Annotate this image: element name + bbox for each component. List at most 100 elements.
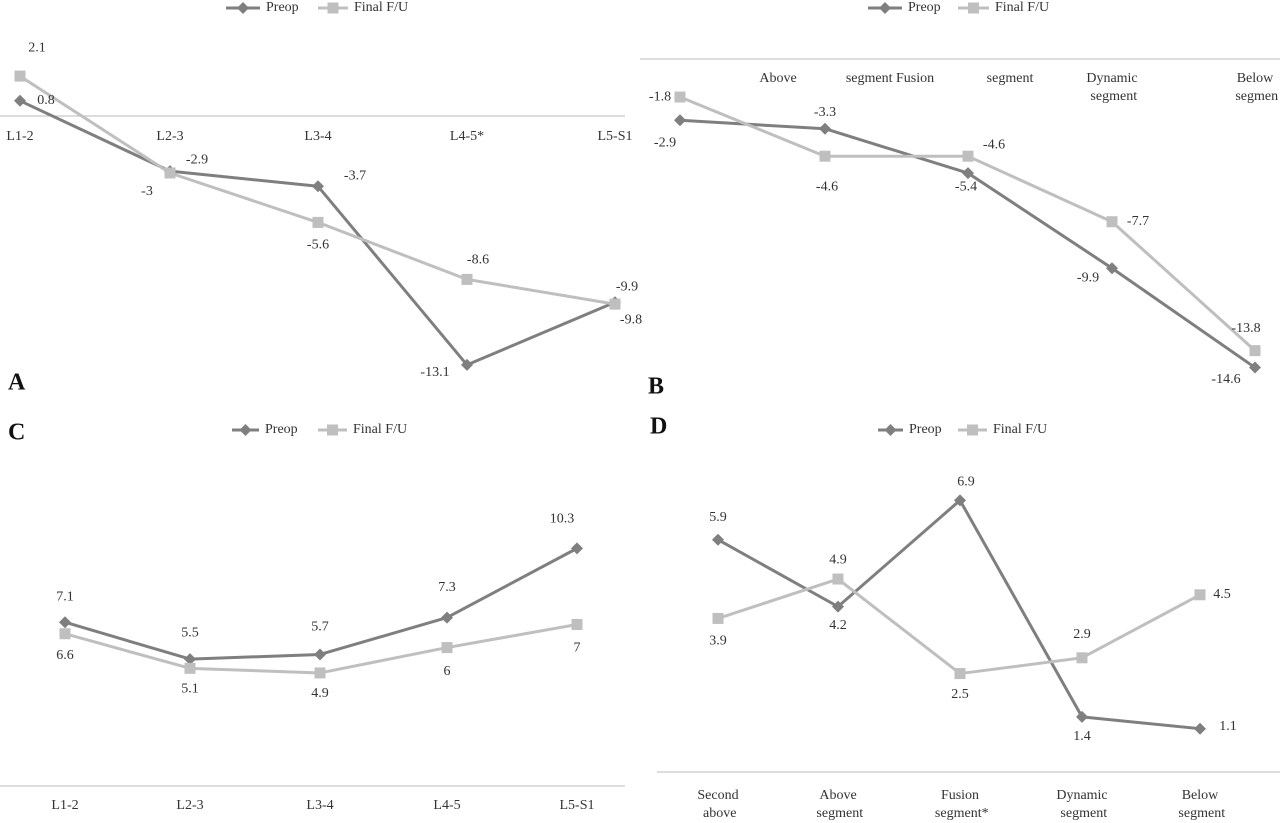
x-tick-label: Above segment <box>813 788 863 821</box>
marker-square <box>441 642 453 654</box>
data-label: -4.6 <box>816 179 838 194</box>
marker-diamond <box>712 533 724 546</box>
data-label: 1.1 <box>1219 719 1237 734</box>
marker-square <box>14 70 26 82</box>
marker-diamond <box>1194 722 1206 735</box>
data-label: -2.9 <box>186 152 208 167</box>
data-label: -8.6 <box>467 253 489 268</box>
data-label: -9.9 <box>616 279 638 294</box>
marker-square <box>312 216 324 228</box>
data-label: 2.5 <box>951 687 969 702</box>
marker-square <box>59 628 71 640</box>
x-tick-label: Below segmen <box>1232 71 1278 104</box>
marker-diamond <box>314 648 326 661</box>
data-label: -9.8 <box>620 312 642 327</box>
marker-diamond <box>1106 262 1118 275</box>
data-label: -5.6 <box>307 238 329 253</box>
series-line <box>717 577 1201 676</box>
marker-square <box>674 91 686 103</box>
marker-diamond <box>184 653 196 666</box>
x-tick-label: Dynamic segment <box>1056 788 1107 821</box>
x-tick-label: L5-S1 <box>598 129 633 144</box>
data-label: 0.8 <box>37 93 55 108</box>
legend-label: Final F/U <box>354 0 408 15</box>
data-label: 1.4 <box>1073 729 1091 744</box>
marker-square <box>327 2 339 14</box>
x-tick-label: L4-5 <box>433 798 460 813</box>
data-label: 5.9 <box>709 510 727 525</box>
data-label: 2.9 <box>1073 627 1091 642</box>
marker-square <box>164 167 176 179</box>
marker-square <box>967 424 978 436</box>
data-label: 4.2 <box>829 618 847 633</box>
marker-diamond <box>571 542 583 555</box>
data-label: 3.9 <box>709 634 727 649</box>
x-tick-label: L1-2 <box>51 798 78 813</box>
marker-square <box>1076 652 1088 664</box>
x-tick-label: L3-4 <box>304 129 331 144</box>
marker-diamond <box>962 167 974 180</box>
data-label: -3.7 <box>344 169 366 184</box>
x-tick-label: L5-S1 <box>560 798 595 813</box>
marker-square <box>184 662 196 674</box>
marker-square <box>327 424 338 436</box>
data-label: -2.9 <box>654 136 676 151</box>
marker-diamond <box>879 2 891 14</box>
data-label: 10.3 <box>550 512 575 527</box>
legend-label: Preop <box>266 0 299 15</box>
marker-diamond <box>14 94 26 107</box>
marker-diamond <box>59 616 71 629</box>
data-label: 7.1 <box>56 589 74 604</box>
marker-square <box>832 573 844 585</box>
marker-square <box>571 619 583 630</box>
data-label: 7 <box>574 641 581 656</box>
marker-diamond <box>1249 361 1261 374</box>
data-label: 4.9 <box>311 686 329 701</box>
data-label: 4.5 <box>1213 587 1231 602</box>
data-label: 5.1 <box>181 682 199 697</box>
marker-diamond <box>237 2 249 14</box>
x-tick-label: Fusion segment* <box>931 788 988 821</box>
marker-diamond <box>1076 710 1088 723</box>
data-label: 4.9 <box>829 552 847 567</box>
x-tick-label: Above <box>759 71 796 86</box>
marker-diamond <box>461 358 473 371</box>
x-tick-label: Second above segment <box>693 788 743 823</box>
panel-label: D <box>650 414 667 440</box>
marker-square <box>314 667 326 679</box>
data-label: -14.6 <box>1211 372 1240 387</box>
data-label: -1.8 <box>649 89 671 104</box>
legend-label: Preop <box>908 0 941 15</box>
legend-label: Final F/U <box>993 422 1047 437</box>
marker-diamond <box>819 122 831 135</box>
marker-diamond <box>312 180 324 193</box>
data-label: -3 <box>141 184 153 199</box>
data-label: 5.5 <box>181 625 199 640</box>
data-label: -13.1 <box>420 365 449 380</box>
marker-square <box>1106 216 1118 228</box>
x-tick-label: L3-4 <box>306 798 333 813</box>
series-line <box>679 95 1257 352</box>
data-label: 2.1 <box>28 40 46 55</box>
marker-diamond <box>832 600 844 613</box>
data-label: -4.6 <box>983 137 1005 152</box>
legend-label: Final F/U <box>353 422 407 437</box>
data-label: -13.8 <box>1231 321 1260 336</box>
legend-label: Preop <box>909 422 942 437</box>
marker-diamond <box>441 611 453 624</box>
marker-square <box>461 273 473 285</box>
data-label: -7.7 <box>1127 214 1149 229</box>
x-tick-label: L2-3 <box>176 798 203 813</box>
panel-label: B <box>648 374 664 400</box>
marker-square <box>712 612 724 624</box>
series-line <box>64 547 578 661</box>
x-tick-label: L4-5* <box>450 129 484 144</box>
data-label: 7.3 <box>438 580 456 595</box>
marker-square <box>962 150 974 162</box>
legend-label: Final F/U <box>995 0 1049 15</box>
marker-square <box>609 298 621 310</box>
marker-diamond <box>954 494 966 507</box>
panel-label: C <box>8 420 25 446</box>
panel-label: A <box>8 370 26 396</box>
marker-square <box>819 150 831 162</box>
